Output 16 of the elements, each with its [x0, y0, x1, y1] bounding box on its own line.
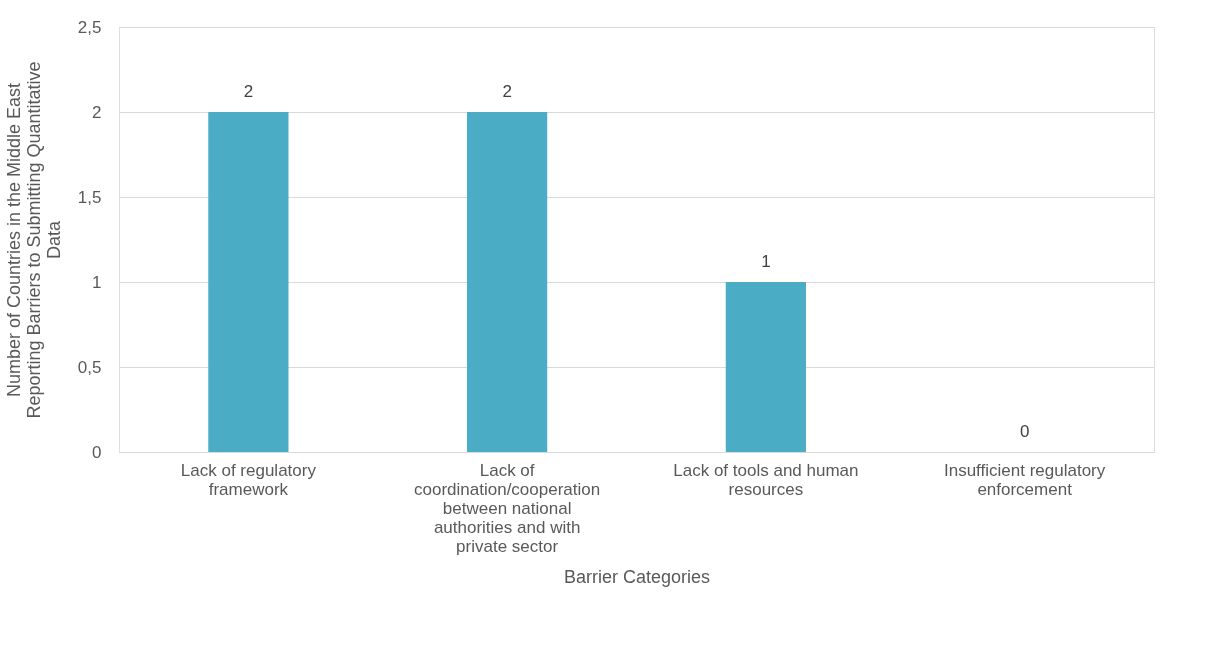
x-tick-label: Lack of coordination/cooperation between national authorities and with private sector: [414, 460, 601, 556]
y-tick-label: 1,5: [77, 187, 102, 207]
x-axis-title: Barrier Categories: [563, 566, 711, 587]
y-tick-label: 2: [92, 102, 102, 122]
data-label: 2: [243, 82, 254, 101]
data-label: 0: [1019, 422, 1030, 441]
x-tick-label: Insufficient regulatory enforcement: [943, 460, 1106, 499]
data-label: 2: [502, 82, 512, 101]
data-label: 1: [761, 252, 771, 271]
y-tick-label: 0,5: [77, 357, 102, 377]
y-tick-label: 2,5: [77, 17, 102, 37]
y-axis-title: Number of Countries in the Middle East Reporting Barriers to Submitting Quantitative Data: [3, 61, 64, 419]
y-tick-label: 1: [92, 272, 102, 292]
x-tick-label: Lack of tools and human resources: [673, 460, 859, 499]
y-tick-label: 0: [92, 442, 102, 462]
x-tick-label: Lack of regulatory framework: [180, 460, 317, 499]
